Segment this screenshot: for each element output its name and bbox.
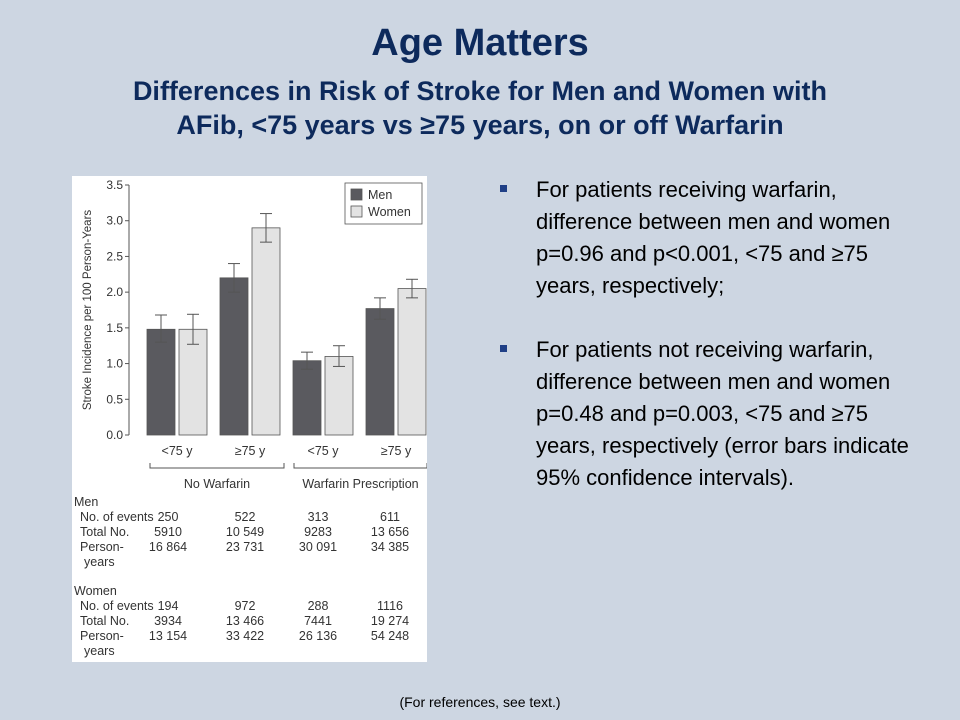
subtitle-line-1: Differences in Risk of Stroke for Men an…: [132, 76, 828, 106]
table-cell-person-years: 16 864: [149, 540, 187, 554]
bar-men: [292, 360, 322, 436]
table-cell-events: 313: [308, 510, 329, 524]
table-row-label: Person-: [80, 540, 124, 554]
y-tick-label: 0.0: [106, 428, 123, 442]
table-cell-events: 611: [380, 510, 400, 524]
bullet-text: For patients receiving warfarin, differe…: [536, 177, 891, 298]
y-tick-label: 3.5: [106, 178, 123, 192]
table-cell-total: 19 274: [371, 614, 409, 628]
y-tick-label: 1.5: [106, 321, 123, 335]
table-section-header: Women: [74, 584, 117, 598]
table-cell-total: 13 656: [371, 525, 409, 539]
slide-title: Age Matters: [371, 22, 589, 64]
table-cell-person-years: 23 731: [226, 540, 264, 554]
y-tick-label: 2.0: [106, 285, 123, 299]
table-cell-events: 250: [158, 510, 179, 524]
table-cell-person-years: 34 385: [371, 540, 409, 554]
table-row-label: No. of events: [80, 599, 154, 613]
bar-women: [397, 288, 427, 436]
table-row-label: Total No.: [80, 525, 129, 539]
table-cell-total: 10 549: [226, 525, 264, 539]
bullet-marker-icon: [500, 185, 507, 192]
table-cell-person-years: 54 248: [371, 629, 409, 643]
bar-women: [178, 328, 208, 436]
group-label: Warfarin Prescription: [302, 477, 418, 491]
table-cell-person-years: 13 154: [149, 629, 187, 643]
bar-men: [146, 328, 176, 436]
group-label: No Warfarin: [184, 477, 250, 491]
table-cell-events: 1116: [377, 599, 403, 613]
y-tick-label: 2.5: [106, 249, 123, 263]
bullet-text: For patients not receiving warfarin, dif…: [536, 337, 909, 490]
bar-men: [219, 277, 249, 436]
slide-subtitle: Differences in Risk of Stroke for Men an…: [40, 74, 920, 142]
table-cell-events: 972: [235, 599, 256, 613]
bullet-item: For patients not receiving warfarin, dif…: [498, 334, 918, 494]
table-row-label: No. of events: [80, 510, 154, 524]
bar-men: [365, 308, 395, 436]
bar-women: [324, 356, 354, 436]
x-category-label: <75 y: [308, 444, 340, 458]
table-cell-total: 7441: [304, 614, 332, 628]
y-tick-label: 3.0: [106, 214, 123, 228]
bullet-list: For patients receiving warfarin, differe…: [498, 174, 918, 526]
table-cell-total: 9283: [304, 525, 332, 539]
table-cell-person-years: 26 136: [299, 629, 337, 643]
table-cell-events: 194: [158, 599, 179, 613]
y-axis-label: Stroke Incidence per 100 Person-Years: [82, 210, 94, 411]
table-cell-events: 288: [308, 599, 329, 613]
table-row-label: Person-: [80, 629, 124, 643]
subtitle-line-2: AFib, <75 years vs ≥75 years, on or off …: [176, 110, 784, 140]
bar-chart: 0.0 0.5 1.0 1.5 2.0 2.5 3.0 3.5 Stroke Incidence…: [74, 178, 427, 658]
chart-figure: 0.0 0.5 1.0 1.5 2.0 2.5 3.0 3.5 Stroke Incidence…: [72, 176, 427, 662]
table-cell-total: 3934: [154, 614, 182, 628]
legend-swatch-men: [350, 188, 363, 201]
table-cell-person-years: 33 422: [226, 629, 264, 643]
bullet-marker-icon: [500, 345, 507, 352]
table-cell-events: 522: [235, 510, 256, 524]
table-section-header: Men: [74, 495, 98, 509]
legend-label-men: Men: [368, 188, 392, 202]
x-category-label: ≥75 y: [381, 444, 412, 458]
table-row-label: years: [84, 644, 115, 658]
x-category-label: <75 y: [162, 444, 194, 458]
bullet-item: For patients receiving warfarin, differe…: [498, 174, 918, 302]
table-cell-person-years: 30 091: [299, 540, 337, 554]
table-cell-total: 13 466: [226, 614, 264, 628]
table-row-label: years: [84, 555, 115, 569]
group-bracket: [149, 463, 285, 469]
y-tick-label: 1.0: [106, 357, 123, 371]
footer-note: (For references, see text.): [399, 694, 561, 710]
table-row-label: Total No.: [80, 614, 129, 628]
legend-label-women: Women: [368, 205, 411, 219]
legend-swatch-women: [350, 205, 363, 218]
y-tick-label: 0.5: [106, 392, 123, 406]
x-category-label: ≥75 y: [235, 444, 266, 458]
table-cell-total: 5910: [154, 525, 182, 539]
bar-women: [251, 227, 281, 436]
group-bracket: [293, 463, 427, 469]
